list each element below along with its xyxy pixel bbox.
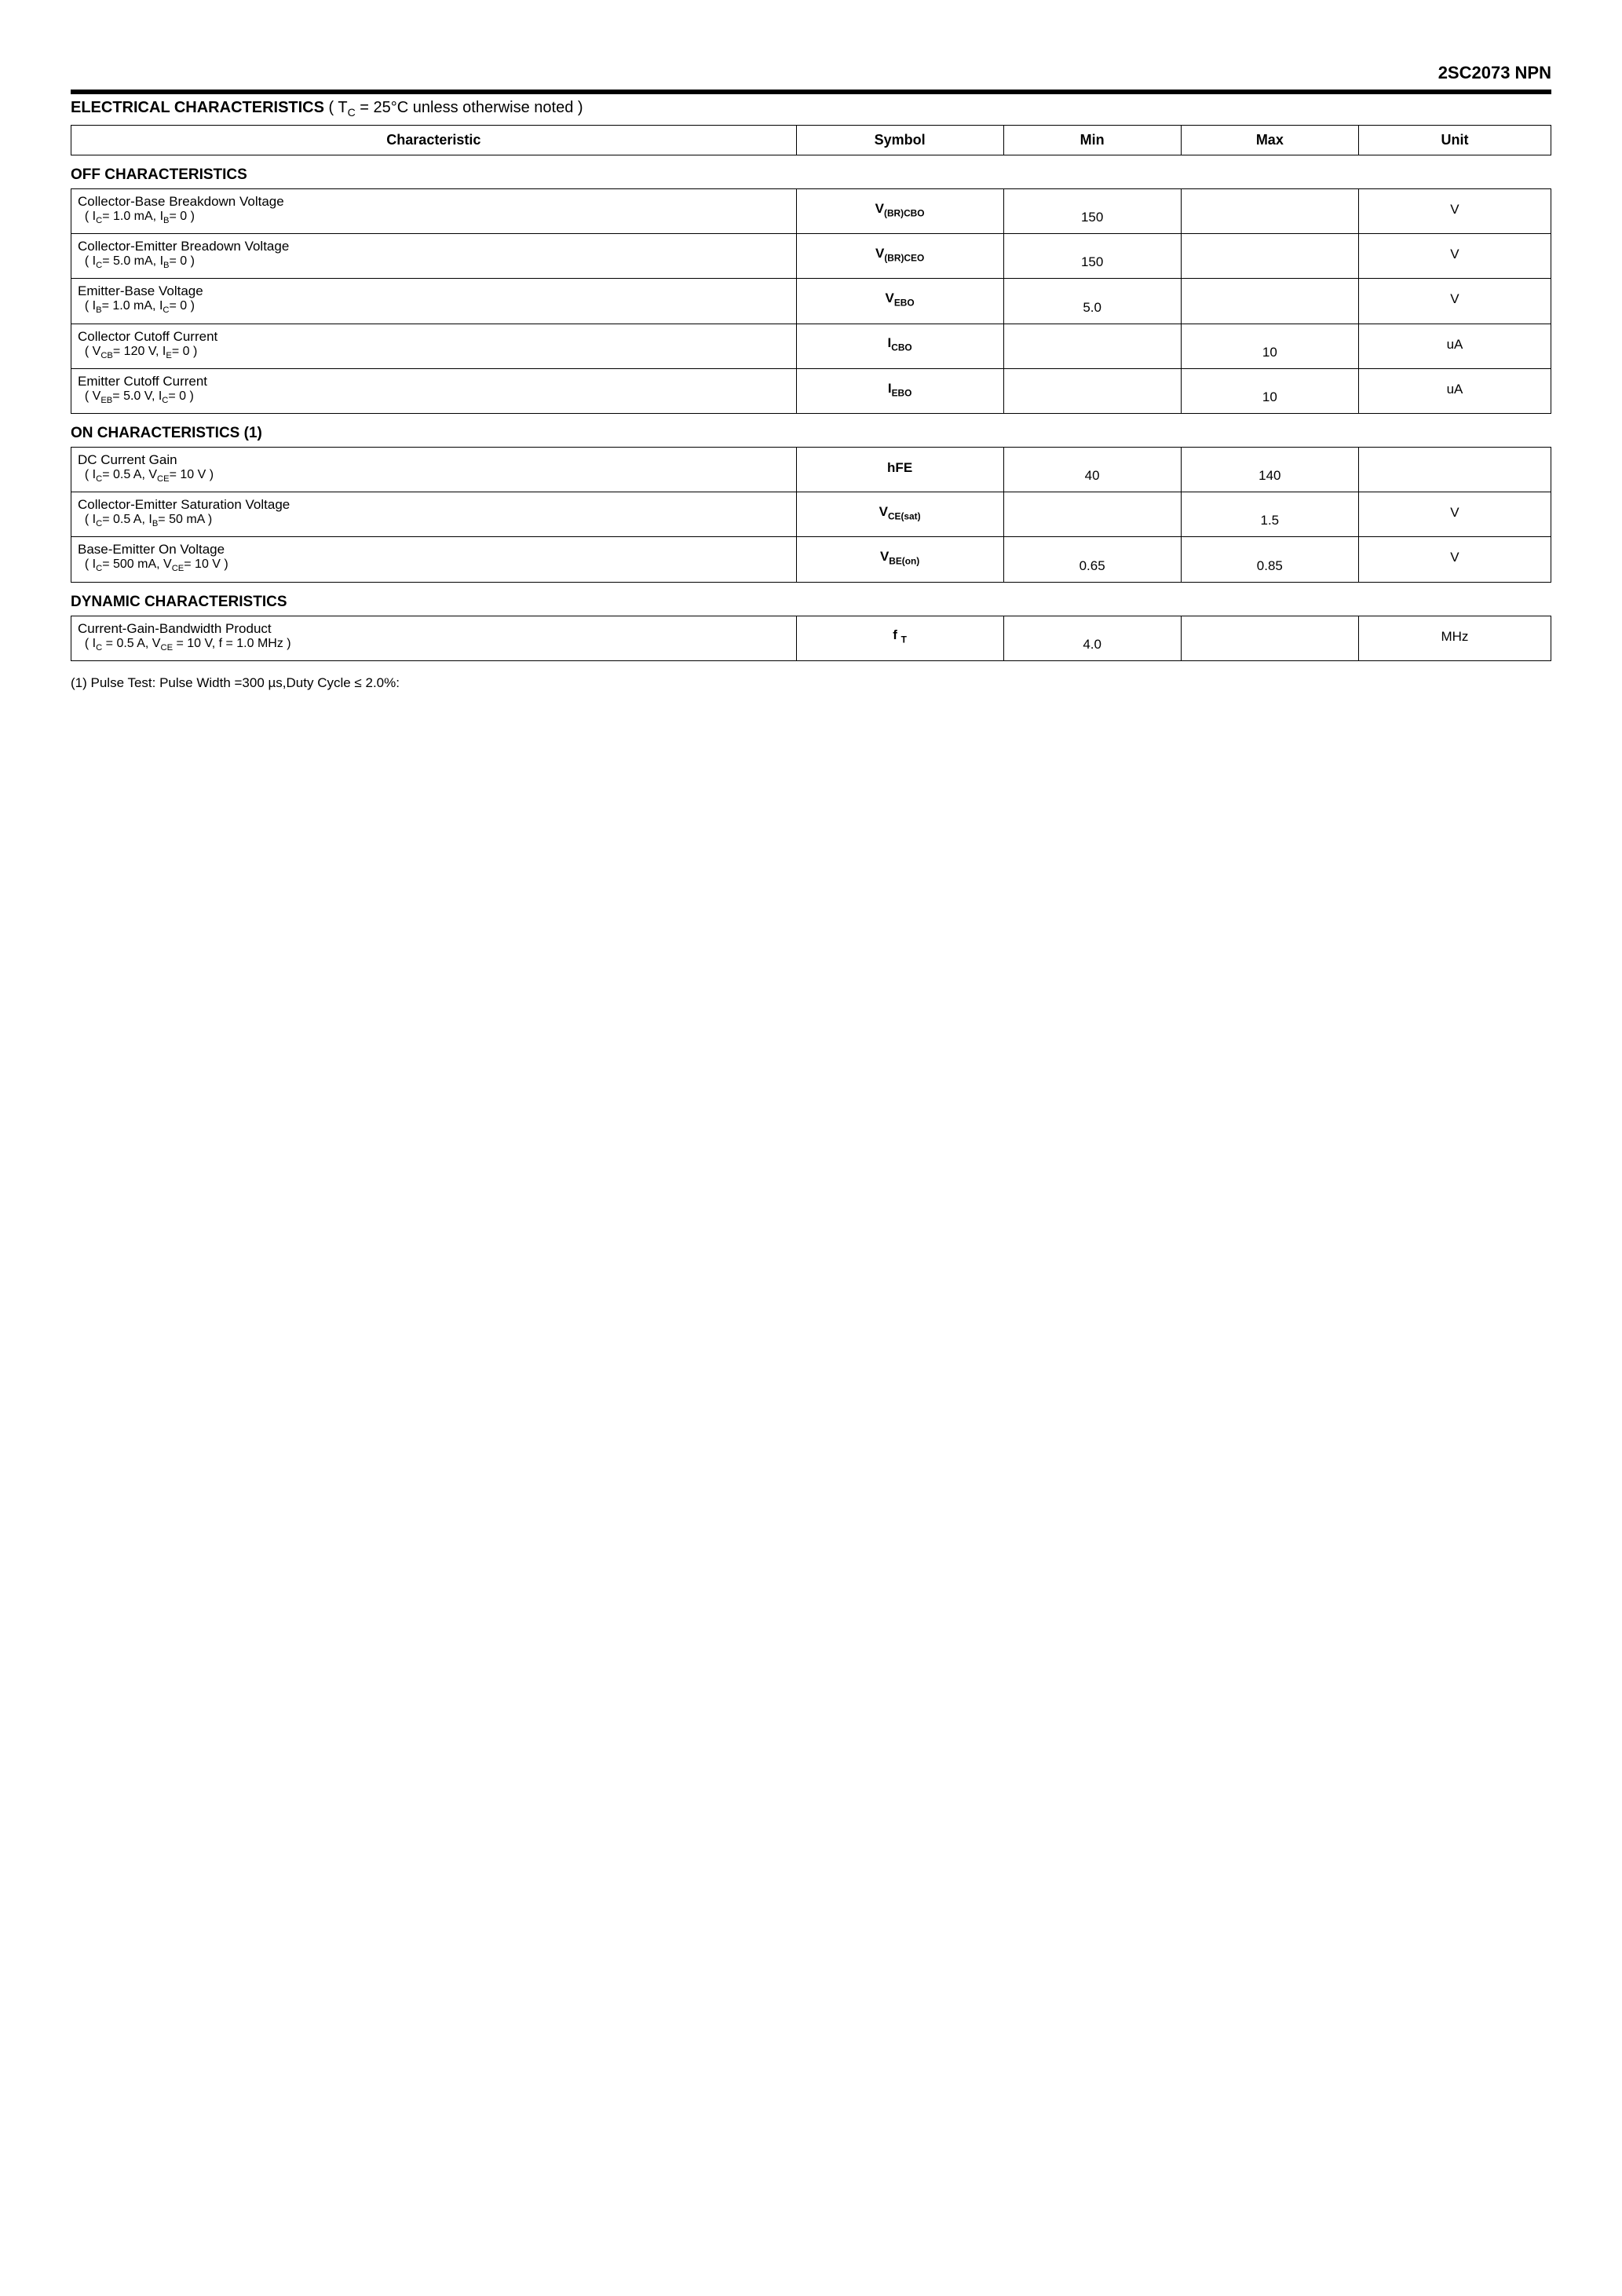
cell-symbol: V(BR)CBO	[796, 189, 1003, 234]
cell-unit: V	[1358, 492, 1551, 537]
cell-symbol: hFE	[796, 447, 1003, 492]
table-row: Emitter-Base Voltage ( IB= 1.0 mA, IC= 0…	[71, 279, 1551, 324]
table-row: Collector Cutoff Current ( VCB= 120 V, I…	[71, 324, 1551, 368]
sections-container: OFF CHARACTERISTICS Collector-Base Breakd…	[71, 166, 1551, 661]
cell-max: 10	[1181, 368, 1358, 413]
table-row: Current-Gain-Bandwidth Product ( IC = 0.…	[71, 616, 1551, 660]
section-heading: ON CHARACTERISTICS (1)	[71, 425, 1551, 442]
cell-min	[1003, 492, 1181, 537]
table-row: Collector-Emitter Breadown Voltage ( IC=…	[71, 234, 1551, 279]
cell-symbol: ICBO	[796, 324, 1003, 368]
cell-unit: V	[1358, 279, 1551, 324]
section-heading: OFF CHARACTERISTICS	[71, 166, 1551, 184]
table-row: Collector-Emitter Saturation Voltage ( I…	[71, 492, 1551, 537]
characteristic-name: Collector-Emitter Saturation Voltage	[78, 497, 790, 513]
characteristic-name: Current-Gain-Bandwidth Product	[78, 621, 790, 637]
cell-min: 150	[1003, 189, 1181, 234]
cell-symbol: V(BR)CEO	[796, 234, 1003, 279]
cell-unit: V	[1358, 537, 1551, 582]
cell-characteristic: Collector-Emitter Breadown Voltage ( IC=…	[71, 234, 797, 279]
cell-symbol: VCE(sat)	[796, 492, 1003, 537]
cell-min: 150	[1003, 234, 1181, 279]
characteristic-name: Base-Emitter On Voltage	[78, 542, 790, 558]
data-table: Collector-Base Breakdown Voltage ( IC= 1…	[71, 188, 1551, 414]
characteristic-conditions: ( IB= 1.0 mA, IC= 0 )	[78, 299, 790, 315]
table-row: Base-Emitter On Voltage ( IC= 500 mA, VC…	[71, 537, 1551, 582]
characteristic-conditions: ( IC = 0.5 A, VCE = 10 V, f = 1.0 MHz )	[78, 637, 790, 653]
cell-symbol: VBE(on)	[796, 537, 1003, 582]
cell-max	[1181, 616, 1358, 660]
footnote: (1) Pulse Test: Pulse Width =300 µs,Duty…	[71, 675, 1551, 691]
heavy-rule	[71, 90, 1551, 94]
characteristic-conditions: ( IC= 500 mA, VCE= 10 V )	[78, 558, 790, 573]
cell-max: 1.5	[1181, 492, 1358, 537]
cell-characteristic: Emitter Cutoff Current ( VEB= 5.0 V, IC=…	[71, 368, 797, 413]
cell-min: 5.0	[1003, 279, 1181, 324]
cell-min: 40	[1003, 447, 1181, 492]
part-number: 2SC2073 NPN	[71, 63, 1551, 83]
cell-unit: V	[1358, 189, 1551, 234]
cell-characteristic: Collector-Base Breakdown Voltage ( IC= 1…	[71, 189, 797, 234]
data-table: DC Current Gain ( IC= 0.5 A, VCE= 10 V )…	[71, 447, 1551, 583]
col-unit: Unit	[1358, 126, 1551, 155]
col-min: Min	[1003, 126, 1181, 155]
col-max: Max	[1181, 126, 1358, 155]
characteristic-name: Collector-Base Breakdown Voltage	[78, 194, 790, 210]
table-row: Collector-Base Breakdown Voltage ( IC= 1…	[71, 189, 1551, 234]
cell-characteristic: Emitter-Base Voltage ( IB= 1.0 mA, IC= 0…	[71, 279, 797, 324]
characteristic-conditions: ( VEB= 5.0 V, IC= 0 )	[78, 389, 790, 405]
table-row: DC Current Gain ( IC= 0.5 A, VCE= 10 V )…	[71, 447, 1551, 492]
characteristic-conditions: ( IC= 0.5 A, IB= 50 mA )	[78, 513, 790, 528]
cell-symbol: IEBO	[796, 368, 1003, 413]
cell-characteristic: Base-Emitter On Voltage ( IC= 500 mA, VC…	[71, 537, 797, 582]
title-main: ELECTRICAL CHARACTERISTICS	[71, 99, 324, 116]
characteristic-conditions: ( IC= 0.5 A, VCE= 10 V )	[78, 468, 790, 484]
cell-max	[1181, 279, 1358, 324]
cell-max	[1181, 234, 1358, 279]
cell-unit: uA	[1358, 368, 1551, 413]
title-conditions: ( TC = 25°C unless otherwise noted )	[329, 99, 583, 116]
cell-characteristic: DC Current Gain ( IC= 0.5 A, VCE= 10 V )	[71, 447, 797, 492]
characteristic-conditions: ( IC= 5.0 mA, IB= 0 )	[78, 254, 790, 270]
characteristic-name: Emitter Cutoff Current	[78, 374, 790, 389]
cell-max: 0.85	[1181, 537, 1358, 582]
characteristic-name: DC Current Gain	[78, 452, 790, 468]
cell-symbol: f T	[796, 616, 1003, 660]
cell-unit: V	[1358, 234, 1551, 279]
characteristic-conditions: ( VCB= 120 V, IE= 0 )	[78, 345, 790, 360]
characteristic-name: Collector-Emitter Breadown Voltage	[78, 239, 790, 254]
cell-min	[1003, 368, 1181, 413]
cell-characteristic: Collector-Emitter Saturation Voltage ( I…	[71, 492, 797, 537]
cell-max: 140	[1181, 447, 1358, 492]
cell-min	[1003, 324, 1181, 368]
col-symbol: Symbol	[796, 126, 1003, 155]
cell-max: 10	[1181, 324, 1358, 368]
cell-unit: uA	[1358, 324, 1551, 368]
cell-unit	[1358, 447, 1551, 492]
cell-max	[1181, 189, 1358, 234]
cell-characteristic: Collector Cutoff Current ( VCB= 120 V, I…	[71, 324, 797, 368]
table-row: Emitter Cutoff Current ( VEB= 5.0 V, IC=…	[71, 368, 1551, 413]
characteristic-name: Collector Cutoff Current	[78, 329, 790, 345]
cell-min: 0.65	[1003, 537, 1181, 582]
cell-unit: MHz	[1358, 616, 1551, 660]
col-characteristic: Characteristic	[71, 126, 797, 155]
cell-min: 4.0	[1003, 616, 1181, 660]
column-header-table: Characteristic Symbol Min Max Unit	[71, 125, 1551, 155]
characteristic-conditions: ( IC= 1.0 mA, IB= 0 )	[78, 210, 790, 225]
cell-symbol: VEBO	[796, 279, 1003, 324]
cell-characteristic: Current-Gain-Bandwidth Product ( IC = 0.…	[71, 616, 797, 660]
section-heading: DYNAMIC CHARACTERISTICS	[71, 594, 1551, 611]
characteristic-name: Emitter-Base Voltage	[78, 283, 790, 299]
column-header-row: Characteristic Symbol Min Max Unit	[71, 126, 1551, 155]
page-title: ELECTRICAL CHARACTERISTICS ( TC = 25°C u…	[71, 99, 1551, 119]
data-table: Current-Gain-Bandwidth Product ( IC = 0.…	[71, 616, 1551, 661]
